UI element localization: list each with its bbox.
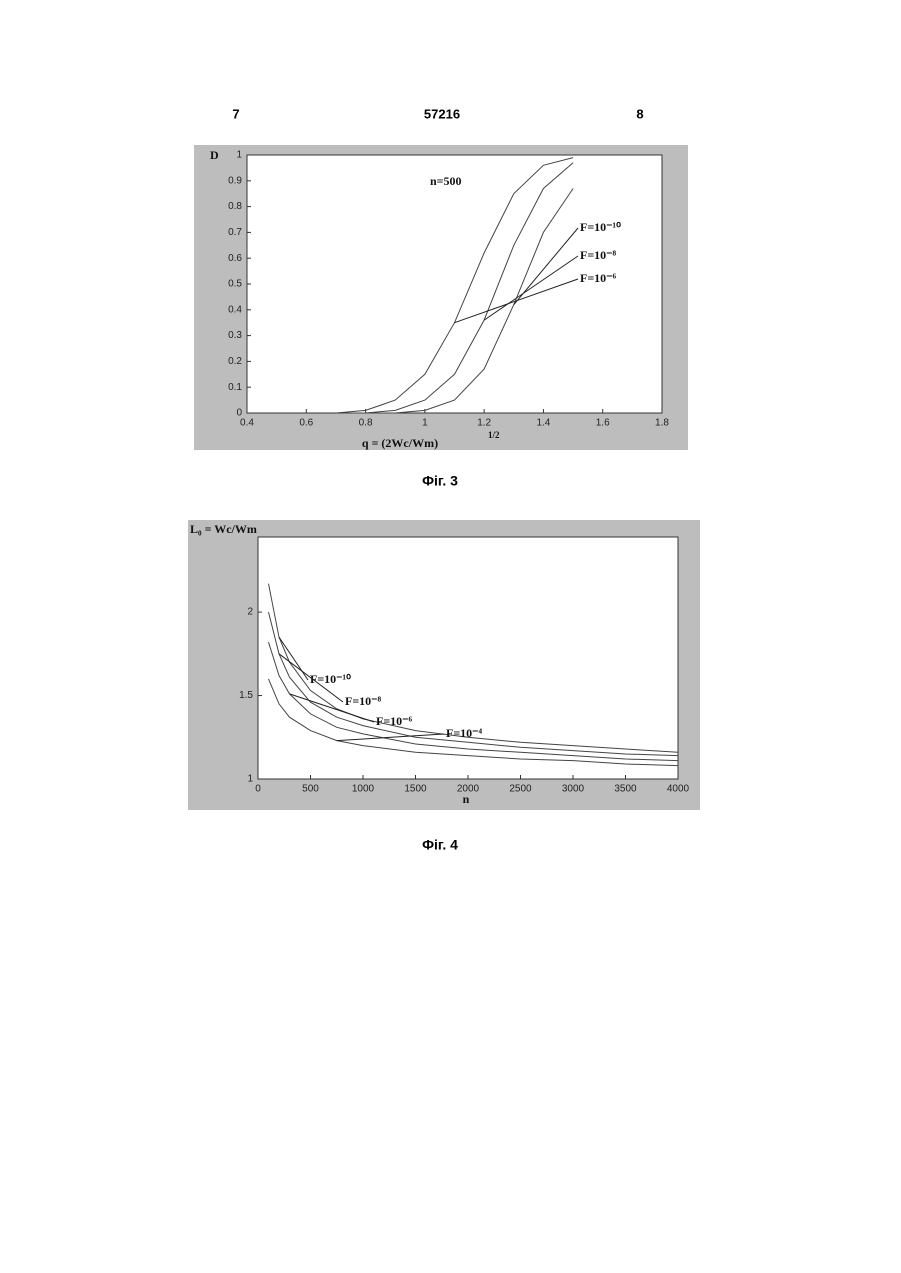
y-tick-label: 1.5	[239, 690, 253, 701]
series-label: F=10⁻⁶	[376, 714, 413, 728]
y-tick-label: 0.5	[228, 279, 242, 290]
x-tick-label: 2500	[509, 784, 532, 795]
x-tick-label: 1.2	[477, 418, 491, 429]
x-tick-label: 1.4	[536, 418, 550, 429]
y-tick-label: 0	[236, 408, 242, 419]
page: 7 57216 8 0.4 0.6 0.8 1 1.2 1.4 1.6 1.8 0 0.1 0.2 0…	[0, 0, 901, 1273]
x-tick-label: 500	[302, 784, 319, 795]
page-number-right: 8	[636, 106, 643, 121]
y-tick-label: 0.7	[228, 227, 242, 238]
series-label: F=10⁻¹⁰	[580, 220, 621, 234]
y-tick-label: 0.9	[228, 175, 242, 186]
x-tick-label: 1.8	[655, 418, 669, 429]
annotation: n=500	[430, 174, 462, 188]
series-label: F=10⁻⁴	[446, 726, 483, 740]
x-tick-label: 0	[255, 784, 261, 795]
figure-caption: Фіг. 3	[422, 473, 458, 489]
y-tick-label: 0.2	[228, 356, 242, 367]
y-axis-label: D	[210, 148, 219, 162]
figure-caption: Фіг. 4	[422, 837, 458, 853]
x-tick-label: 0.8	[359, 418, 373, 429]
x-tick-label: 1000	[352, 784, 375, 795]
series-label: F=10⁻⁶	[580, 271, 617, 285]
x-tick-label: 3000	[562, 784, 585, 795]
x-tick-label: 0.4	[240, 418, 254, 429]
x-tick-label: 1	[422, 418, 428, 429]
y-tick-label: 0.4	[228, 304, 242, 315]
x-axis-label: n	[463, 792, 470, 806]
y-tick-label: 0.1	[228, 382, 242, 393]
series-label: F=10⁻⁸	[345, 694, 382, 708]
y-tick-label: 0.3	[228, 330, 242, 341]
x-tick-label: 1.6	[596, 418, 610, 429]
y-tick-label: 0.6	[228, 253, 242, 264]
x-tick-label: 3500	[614, 784, 637, 795]
y-tick-label: 1	[247, 774, 253, 785]
x-axis-label: q = (2Wc/Wm)	[362, 436, 438, 450]
y-tick-label: 0.8	[228, 201, 242, 212]
x-axis-label-exponent: 1/2	[488, 430, 500, 440]
series-label: F=10⁻¹⁰	[310, 672, 351, 686]
x-tick-label: 1500	[404, 784, 427, 795]
patent-number: 57216	[424, 106, 460, 121]
y-tick-label: 2	[247, 607, 253, 618]
y-tick-label: 1	[236, 150, 242, 161]
series-label: F=10⁻⁸	[580, 248, 617, 262]
page-number-left: 7	[232, 106, 239, 121]
x-tick-label: 0.6	[299, 418, 313, 429]
x-tick-label: 4000	[667, 784, 690, 795]
y-axis-label: L₀ = Wc/Wm	[190, 522, 257, 536]
